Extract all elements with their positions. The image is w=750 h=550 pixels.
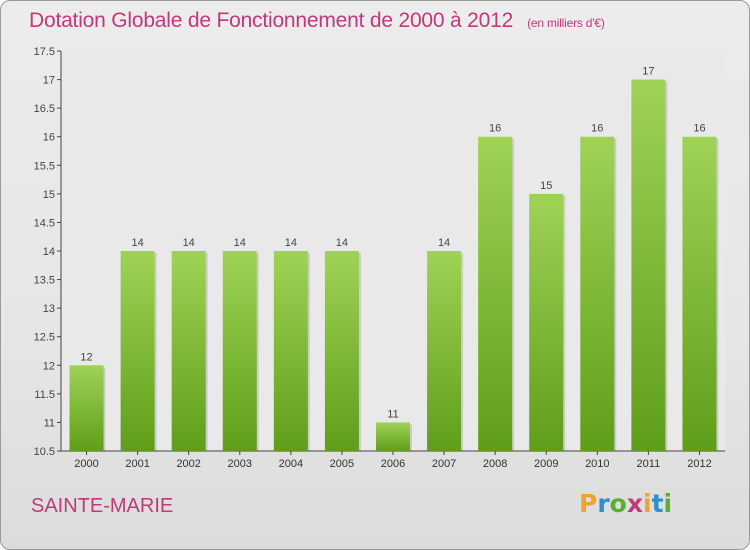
bar-2006 <box>376 422 410 451</box>
bar-2007 <box>427 251 462 451</box>
logo-letter: o <box>609 489 627 518</box>
y-tick-label: 16.5 <box>34 103 55 115</box>
data-label-2012: 16 <box>693 123 705 135</box>
data-label-2005: 14 <box>336 237 348 249</box>
bar-2005 <box>324 251 359 451</box>
plot-background <box>61 51 725 451</box>
x-tick-label: 2005 <box>330 458 354 470</box>
x-tick-label: 2007 <box>432 458 456 470</box>
x-tick-label: 2004 <box>279 458 303 470</box>
bars <box>69 79 719 452</box>
chart-subtitle: (en milliers d'€) <box>527 16 605 30</box>
y-tick-label: 13.5 <box>34 275 55 287</box>
y-tick-label: 14.5 <box>34 217 55 229</box>
logo-letter: P <box>579 489 598 518</box>
x-tick-label: 2012 <box>687 458 711 470</box>
proxiti-logo: Proxiti <box>579 489 672 518</box>
y-tick-label: 15 <box>43 189 55 201</box>
y-tick-label: 16 <box>43 132 55 144</box>
logo-letter: x <box>626 489 643 518</box>
bar-2000 <box>69 365 104 451</box>
data-label-2008: 16 <box>489 123 501 135</box>
chart-title: Dotation Globale de Fonctionnement de 20… <box>29 9 605 33</box>
data-label-2007: 14 <box>438 237 450 249</box>
town-name: SAINTE-MARIE <box>31 495 174 517</box>
x-tick-label: 2003 <box>228 458 252 470</box>
x-tick-label: 2000 <box>74 458 98 470</box>
bar-2004 <box>273 251 308 451</box>
x-axis: 2000 2001 2002 2003 2004 2005 2006 2007 2008 2009… <box>61 450 725 470</box>
bar-2010 <box>580 136 615 451</box>
bar-2002 <box>171 251 206 451</box>
data-label-2010: 16 <box>591 123 603 135</box>
x-tick-label: 2006 <box>381 458 405 470</box>
x-tick-label: 2009 <box>534 458 558 470</box>
y-tick-label: 17.5 <box>34 46 55 58</box>
logo-letter: t <box>651 489 664 518</box>
y-tick-label: 14 <box>43 246 55 258</box>
chart-title-text: Dotation Globale de Fonctionnement de 20… <box>29 9 514 32</box>
y-tick-label: 11.5 <box>34 389 55 401</box>
y-tick-label: 17 <box>43 75 55 87</box>
y-tick-label: 11 <box>44 417 55 429</box>
bar-2012 <box>682 136 717 451</box>
data-label-2002: 14 <box>183 237 195 249</box>
bar-2008 <box>478 136 513 451</box>
y-tick-label: 12 <box>43 360 55 372</box>
y-tick-label: 13 <box>43 303 55 315</box>
plot-area <box>61 51 725 451</box>
data-label-2009: 15 <box>540 180 552 192</box>
x-tick-label: 2010 <box>585 458 609 470</box>
bar-2009 <box>529 193 564 451</box>
bar-2011 <box>631 79 666 452</box>
data-label-2001: 14 <box>131 237 143 249</box>
y-tick-label: 10.5 <box>34 446 55 458</box>
data-labels: 12 14 14 14 14 14 11 14 16 15 16 17 16 <box>80 66 705 421</box>
x-tick-label: 2001 <box>125 458 149 470</box>
logo-letter: r <box>597 489 610 518</box>
x-tick-label: 2008 <box>483 458 507 470</box>
logo-letter: i <box>643 489 652 518</box>
x-tick-label: 2002 <box>176 458 200 470</box>
logo-letter: i <box>663 489 673 518</box>
y-tick-label: 12.5 <box>34 332 55 344</box>
y-tick-label: 15.5 <box>34 160 55 172</box>
x-tick-label: 2011 <box>637 458 661 470</box>
bar-2001 <box>120 251 155 451</box>
y-axis: 10.5 11 11.5 12 12.5 13 13.5 14 14.5 15 15.5 16 16.5… <box>34 46 62 458</box>
data-label-2000: 12 <box>80 351 92 363</box>
data-label-2006: 11 <box>387 408 398 420</box>
data-label-2003: 14 <box>234 237 246 249</box>
data-label-2004: 14 <box>285 237 297 249</box>
bar-2003 <box>222 251 257 451</box>
data-label-2011: 17 <box>642 66 654 78</box>
